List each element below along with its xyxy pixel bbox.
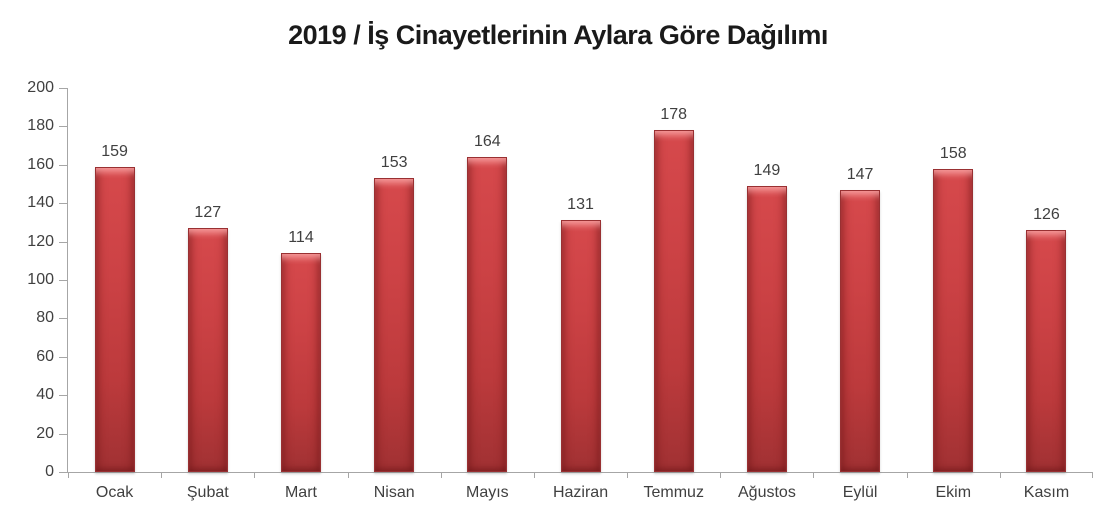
- bar-slot: 126 Kasım: [1000, 88, 1093, 501]
- bar: [374, 178, 415, 472]
- y-axis-label: 20: [36, 424, 54, 442]
- bar: [746, 185, 787, 472]
- bar: [280, 253, 321, 472]
- x-axis-label: Ağustos: [738, 484, 796, 501]
- y-axis-tick: [59, 318, 68, 320]
- x-axis-label: Eylül: [842, 484, 878, 501]
- bar-slot: 131 Haziran: [534, 88, 627, 501]
- x-axis-label: Ekim: [935, 484, 972, 501]
- y-axis-label: 160: [27, 155, 54, 173]
- y-axis-tick: [59, 395, 68, 397]
- bars-container: 159 Ocak 127 Şubat 114 Mart 153 Nisan 164 Mayıs 13…: [68, 88, 1093, 501]
- x-axis-label: Temmuz: [643, 484, 704, 501]
- x-axis-tick: [254, 472, 256, 478]
- y-axis-label: 60: [36, 347, 54, 365]
- y-axis-label: 120: [27, 232, 54, 250]
- bar: [653, 130, 694, 472]
- bar-value-label: 159: [101, 142, 128, 160]
- y-axis-label: 180: [27, 117, 54, 135]
- y-axis-tick: [59, 88, 68, 89]
- bar-value-label: 114: [288, 229, 314, 247]
- x-axis-tick: [813, 472, 815, 478]
- y-axis-tick: [59, 356, 68, 358]
- y-axis-label: 100: [27, 271, 54, 288]
- bar-slot: 164 Mayıs: [441, 88, 534, 501]
- bar: [187, 228, 228, 472]
- y-axis-tick: [59, 203, 68, 205]
- y-axis-tick: [59, 472, 68, 473]
- bar-value-label: 131: [567, 196, 594, 214]
- x-axis-tick: [440, 472, 442, 478]
- bar-value-label: 126: [1033, 206, 1060, 224]
- bar: [840, 189, 881, 472]
- x-axis-tick: [68, 472, 69, 478]
- x-axis-tick: [161, 472, 163, 478]
- x-axis-tick: [627, 472, 629, 478]
- bar-slot: 147 Eylül: [814, 88, 907, 501]
- x-axis-tick: [347, 472, 349, 478]
- chart-title: 2019 / İş Cinayetlerinin Aylara Göre Dağ…: [288, 20, 828, 50]
- y-axis-label: 0: [45, 463, 54, 480]
- x-axis-tick: [1092, 472, 1093, 478]
- bar-value-label: 127: [194, 204, 222, 222]
- bar: [467, 157, 508, 472]
- x-axis-tick: [720, 472, 722, 478]
- bar-slot: 149 Ağustos: [720, 88, 813, 501]
- bar-slot: 159 Ocak: [68, 88, 161, 501]
- y-axis-tick: [59, 241, 68, 243]
- bar-value-label: 178: [660, 106, 688, 124]
- y-axis-label: 200: [27, 79, 54, 96]
- x-axis-label: Mart: [284, 484, 317, 501]
- bar: [933, 168, 974, 472]
- x-axis-tick: [906, 472, 908, 478]
- x-axis-label: Nisan: [373, 484, 415, 501]
- x-axis-tick: [999, 472, 1001, 478]
- bar-value-label: 147: [846, 165, 874, 183]
- bar-value-label: 149: [753, 161, 781, 179]
- bar-value-label: 153: [380, 154, 408, 172]
- x-axis-label: Şubat: [186, 484, 229, 501]
- bar: [560, 220, 601, 472]
- y-axis-tick: [59, 126, 68, 128]
- bar: [94, 166, 135, 472]
- bar: [1026, 230, 1067, 472]
- bar-slot: 158 Ekim: [907, 88, 1000, 501]
- bar-slot: 153 Nisan: [348, 88, 441, 501]
- x-axis-label: Ocak: [95, 484, 134, 501]
- x-axis-label: Mayıs: [466, 484, 509, 501]
- bar-slot: 127 Şubat: [161, 88, 254, 501]
- bar-value-label: 164: [473, 133, 501, 151]
- y-axis-tick: [59, 280, 68, 281]
- y-axis-label: 40: [36, 386, 54, 404]
- x-axis-tick: [533, 472, 535, 478]
- x-axis-label: Kasım: [1023, 484, 1070, 501]
- y-axis-tick: [59, 164, 68, 166]
- bar-value-label: 158: [939, 144, 967, 162]
- bar-slot: 178 Temmuz: [627, 88, 720, 501]
- bar-slot: 114 Mart: [254, 88, 347, 501]
- y-axis-tick: [59, 433, 68, 435]
- y-axis-label: 80: [36, 309, 54, 327]
- y-axis-label: 140: [27, 194, 54, 212]
- x-axis-label: Haziran: [552, 484, 609, 501]
- plot-area: 0 20 40 60 80 100 120 140 160 180 200 159 Ocak 127 Şu…: [27, 79, 1093, 501]
